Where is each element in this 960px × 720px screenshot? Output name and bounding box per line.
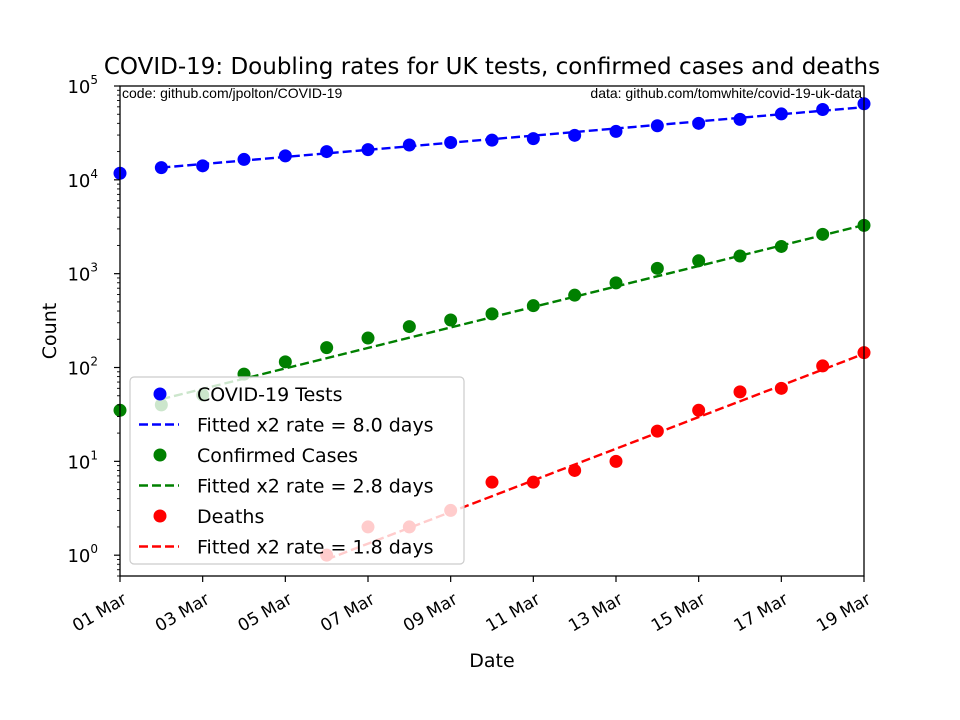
x-tick-label: 11 Mar	[483, 589, 544, 636]
legend-label-confirmed-cases: Confirmed Cases	[197, 445, 358, 467]
data-point-covid-19-tests	[402, 138, 416, 152]
y-tick-label: 101	[67, 448, 98, 473]
legend-fit-label-confirmed-cases: Fitted x2 rate = 2.8 days	[197, 476, 434, 498]
x-tick-label: 17 Mar	[731, 589, 792, 636]
y-axis: 100 101 102 103 104 105	[67, 73, 120, 577]
legend-label-covid-19-tests: COVID-19 Tests	[197, 384, 343, 406]
fit-line-confirmed-cases	[161, 223, 865, 401]
legend-marker-deaths	[153, 509, 167, 523]
x-tick-label: 15 Mar	[648, 589, 709, 636]
y-axis-label: Count	[39, 303, 61, 359]
data-point-confirmed-cases	[278, 355, 292, 369]
y-tick-label: 103	[67, 261, 98, 286]
data-point-covid-19-tests	[320, 145, 334, 159]
x-axis: 01 Mar 03 Mar 05 Mar 07 Mar 09 Mar 11 Mar 13 M…	[69, 576, 875, 636]
data-point-confirmed-cases	[692, 254, 706, 268]
legend-marker-confirmed-cases	[153, 448, 167, 462]
data-point-covid-19-tests	[692, 116, 706, 130]
fit-line-covid-19-tests	[161, 105, 865, 169]
data-point-covid-19-tests	[774, 107, 788, 121]
data-point-deaths	[485, 475, 499, 489]
data-point-covid-19-tests	[733, 112, 747, 126]
data-point-confirmed-cases	[320, 341, 334, 355]
x-tick-label: 19 Mar	[813, 589, 874, 636]
data-point-deaths	[692, 403, 706, 417]
x-tick-label: 01 Mar	[69, 589, 130, 636]
data-point-covid-19-tests	[609, 124, 623, 138]
y-tick-label: 104	[67, 167, 98, 192]
data-point-deaths	[650, 424, 664, 438]
data-point-deaths	[609, 454, 623, 468]
data-point-deaths	[568, 463, 582, 477]
legend-label-deaths: Deaths	[197, 506, 264, 528]
y-tick-label: 100	[67, 542, 98, 567]
x-tick-label: 13 Mar	[565, 589, 626, 636]
x-tick-label: 05 Mar	[235, 589, 296, 636]
data-point-confirmed-cases	[650, 261, 664, 275]
data-annotation: data: github.com/tomwhite/covid-19-uk-da…	[590, 85, 862, 101]
chart-title: COVID-19: Doubling rates for UK tests, c…	[104, 54, 880, 80]
legend-marker-covid-19-tests	[153, 387, 167, 401]
data-point-covid-19-tests	[361, 143, 375, 157]
x-axis-label: Date	[469, 650, 514, 672]
legend-fit-label-deaths: Fitted x2 rate = 1.8 days	[197, 537, 434, 559]
data-point-covid-19-tests	[816, 102, 830, 116]
data-point-confirmed-cases	[526, 299, 540, 313]
data-point-deaths	[774, 381, 788, 395]
data-point-deaths	[733, 385, 747, 399]
plot-frame	[119, 85, 865, 577]
data-point-confirmed-cases	[361, 331, 375, 345]
y-tick-label: 102	[67, 355, 98, 380]
legend: COVID-19 Tests Fitted x2 rate = 8.0 days C…	[129, 376, 465, 565]
data-point-covid-19-tests	[196, 159, 210, 173]
legend-fit-label-covid-19-tests: Fitted x2 rate = 8.0 days	[197, 415, 434, 437]
x-tick-label: 07 Mar	[317, 589, 378, 636]
y-tick-label: 105	[67, 73, 98, 98]
x-tick-label: 03 Mar	[152, 589, 213, 636]
data-point-confirmed-cases	[444, 313, 458, 327]
x-tick-label: 09 Mar	[400, 589, 461, 636]
data-point-confirmed-cases	[733, 249, 747, 263]
legend-box	[129, 376, 465, 565]
data-point-confirmed-cases	[402, 320, 416, 334]
code-annotation: code: github.com/jpolton/COVID-19	[122, 85, 342, 101]
